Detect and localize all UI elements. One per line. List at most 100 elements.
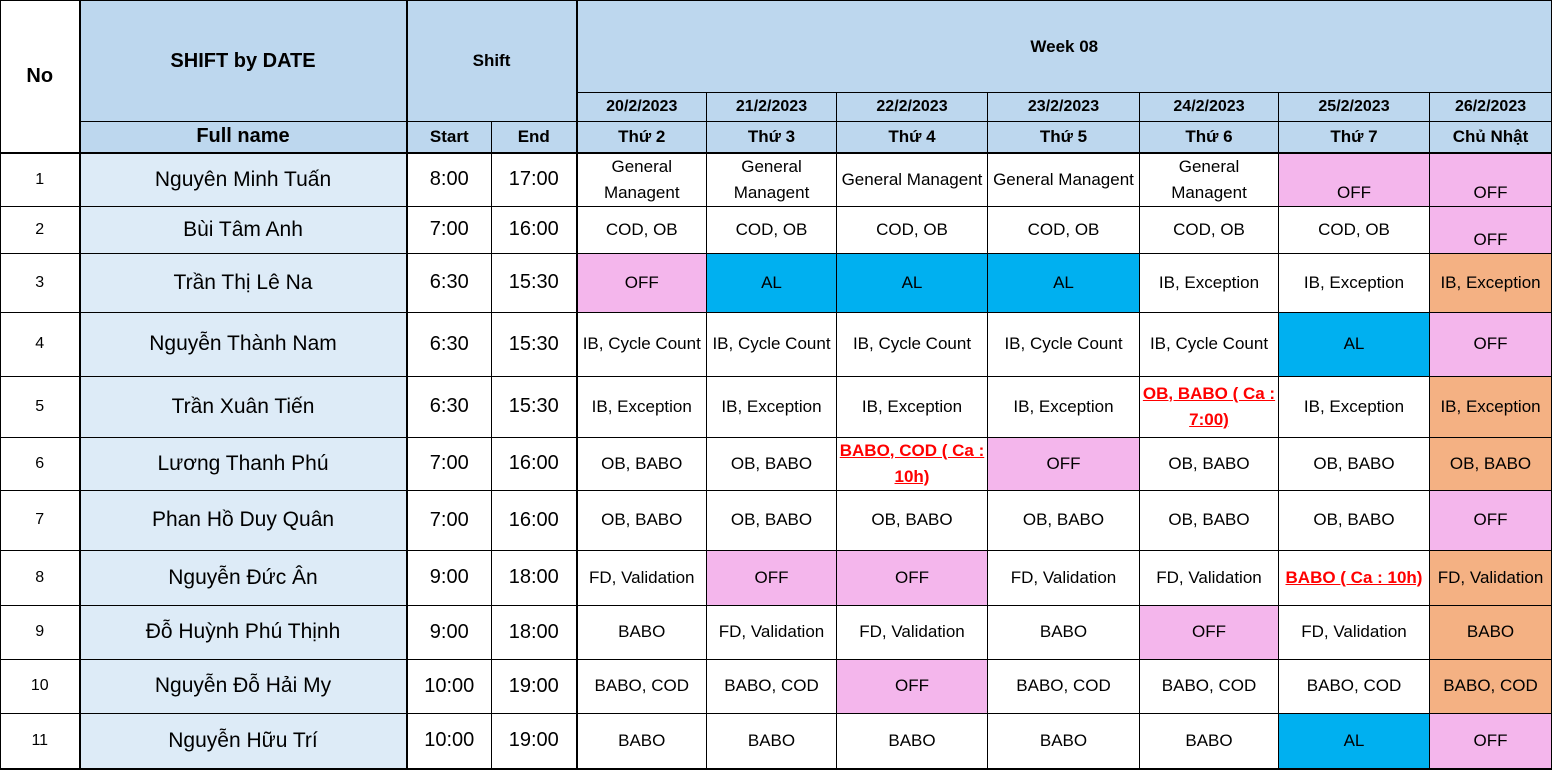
start-time-cell[interactable]: 6:30 [406,375,492,438]
shift-task-cell[interactable]: COD, OB [836,205,988,254]
shift-task-cell[interactable]: OB, BABO [576,436,707,491]
shift-task-cell[interactable]: OFF [1428,489,1553,551]
day-header[interactable]: Thứ 5 [987,121,1140,154]
shift-task-cell[interactable]: COD, OB [987,205,1140,254]
shift-task-cell[interactable]: FD, Validation [1428,549,1553,606]
row-number-cell[interactable]: 8 [0,549,81,606]
end-time-cell[interactable]: 16:00 [491,205,578,254]
shift-task-cell[interactable]: OFF [1278,152,1430,207]
shift-task-cell[interactable]: IB, Cycle Count [1139,311,1279,377]
shift-task-cell[interactable]: COD, OB [576,205,707,254]
start-time-cell[interactable]: 10:00 [406,712,492,770]
full-name-cell[interactable]: Trần Xuân Tiến [79,375,408,438]
shift-task-cell[interactable]: General Managent [1139,152,1279,207]
shift-task-cell[interactable]: OFF [576,252,707,313]
shift-task-cell[interactable]: IB, Exception [836,375,988,438]
shift-by-date-header[interactable]: SHIFT by DATE [79,0,408,122]
day-header[interactable]: Chủ Nhật [1428,121,1553,154]
end-time-cell[interactable]: 15:30 [491,252,578,313]
shift-task-cell[interactable]: OB, BABO [1278,489,1430,551]
end-header[interactable]: End [491,121,578,154]
shift-task-cell[interactable]: COD, OB [1278,205,1430,254]
shift-task-cell[interactable]: IB, Cycle Count [987,311,1140,377]
start-time-cell[interactable]: 6:30 [406,252,492,313]
shift-task-cell[interactable]: BABO [987,604,1140,660]
date-header[interactable]: 24/2/2023 [1139,92,1279,122]
shift-task-cell[interactable]: BABO [1139,712,1279,770]
shift-task-cell[interactable]: OB, BABO [1428,436,1553,491]
full-name-cell[interactable]: Nguyễn Hữu Trí [79,712,408,770]
row-number-cell[interactable]: 1 [0,152,81,207]
row-number-cell[interactable]: 11 [0,712,81,770]
date-header[interactable]: 22/2/2023 [836,92,988,122]
shift-task-cell[interactable]: OFF [987,436,1140,491]
shift-header[interactable]: Shift [406,0,578,122]
shift-task-cell[interactable]: IB, Cycle Count [576,311,707,377]
shift-task-cell[interactable]: BABO [576,712,707,770]
no-header[interactable]: No [0,0,81,154]
day-header[interactable]: Thứ 2 [576,121,707,154]
end-time-cell[interactable]: 16:00 [491,489,578,551]
week-header[interactable]: Week 08 [575,0,1553,93]
row-number-cell[interactable]: 5 [0,375,81,438]
end-time-cell[interactable]: 18:00 [491,604,578,660]
date-header[interactable]: 23/2/2023 [987,92,1140,122]
shift-task-cell[interactable]: General Managent [576,152,707,207]
day-header[interactable]: Thứ 7 [1278,121,1430,154]
shift-task-cell[interactable]: OFF [1428,152,1553,207]
full-name-cell[interactable]: Đỗ Huỳnh Phú Thịnh [79,604,408,660]
row-number-cell[interactable]: 6 [0,436,81,491]
shift-task-cell[interactable]: IB, Exception [706,375,837,438]
shift-task-cell[interactable]: BABO, COD [1278,658,1430,714]
shift-task-cell[interactable]: OB, BABO [1139,436,1279,491]
shift-task-cell[interactable]: AL [836,252,988,313]
shift-task-cell[interactable]: BABO, COD [1428,658,1553,714]
full-name-header[interactable]: Full name [79,121,408,154]
shift-task-cell[interactable]: OFF [1428,712,1553,770]
start-time-cell[interactable]: 10:00 [406,658,492,714]
shift-task-cell[interactable]: OFF [1428,311,1553,377]
shift-task-cell[interactable]: OFF [706,549,837,606]
date-header[interactable]: 26/2/2023 [1428,92,1553,122]
start-time-cell[interactable]: 9:00 [406,604,492,660]
shift-task-cell[interactable]: BABO, COD [706,658,837,714]
full-name-cell[interactable]: Nguyễn Đức Ân [79,549,408,606]
start-time-cell[interactable]: 8:00 [406,152,492,207]
shift-task-cell[interactable]: OB, BABO [1278,436,1430,491]
end-time-cell[interactable]: 16:00 [491,436,578,491]
end-time-cell[interactable]: 15:30 [491,375,578,438]
shift-task-cell[interactable]: OB, BABO [987,489,1140,551]
shift-task-cell[interactable]: BABO, COD [1139,658,1279,714]
end-time-cell[interactable]: 17:00 [491,152,578,207]
date-header[interactable]: 20/2/2023 [576,92,707,122]
shift-task-cell[interactable]: BABO [987,712,1140,770]
shift-task-cell[interactable]: IB, Cycle Count [836,311,988,377]
shift-task-cell[interactable]: OFF [1139,604,1279,660]
end-time-cell[interactable]: 19:00 [491,658,578,714]
shift-task-cell[interactable]: OB, BABO [576,489,707,551]
start-time-cell[interactable]: 7:00 [406,436,492,491]
shift-task-cell[interactable]: BABO [706,712,837,770]
start-time-cell[interactable]: 7:00 [406,489,492,551]
shift-task-cell[interactable]: FD, Validation [706,604,837,660]
start-header[interactable]: Start [406,121,492,154]
end-time-cell[interactable]: 19:00 [491,712,578,770]
shift-task-cell[interactable]: OFF [1428,205,1553,254]
shift-task-cell[interactable]: IB, Exception [1139,252,1279,313]
shift-task-cell[interactable]: BABO, COD [987,658,1140,714]
full-name-cell[interactable]: Nguyễn Đỗ Hải My [79,658,408,714]
shift-task-cell[interactable]: BABO, COD [576,658,707,714]
day-header[interactable]: Thứ 4 [836,121,988,154]
row-number-cell[interactable]: 10 [0,658,81,714]
shift-task-cell[interactable]: OB, BABO ( Ca : 7:00) [1139,375,1279,438]
shift-task-cell[interactable]: IB, Cycle Count [706,311,837,377]
shift-task-cell[interactable]: FD, Validation [1139,549,1279,606]
date-header[interactable]: 25/2/2023 [1278,92,1430,122]
shift-task-cell[interactable]: OFF [836,658,988,714]
shift-task-cell[interactable]: IB, Exception [987,375,1140,438]
shift-task-cell[interactable]: AL [1278,712,1430,770]
shift-task-cell[interactable]: FD, Validation [836,604,988,660]
shift-task-cell[interactable]: BABO, COD ( Ca : 10h) [836,436,988,491]
shift-task-cell[interactable]: BABO [1428,604,1553,660]
shift-task-cell[interactable]: FD, Validation [576,549,707,606]
